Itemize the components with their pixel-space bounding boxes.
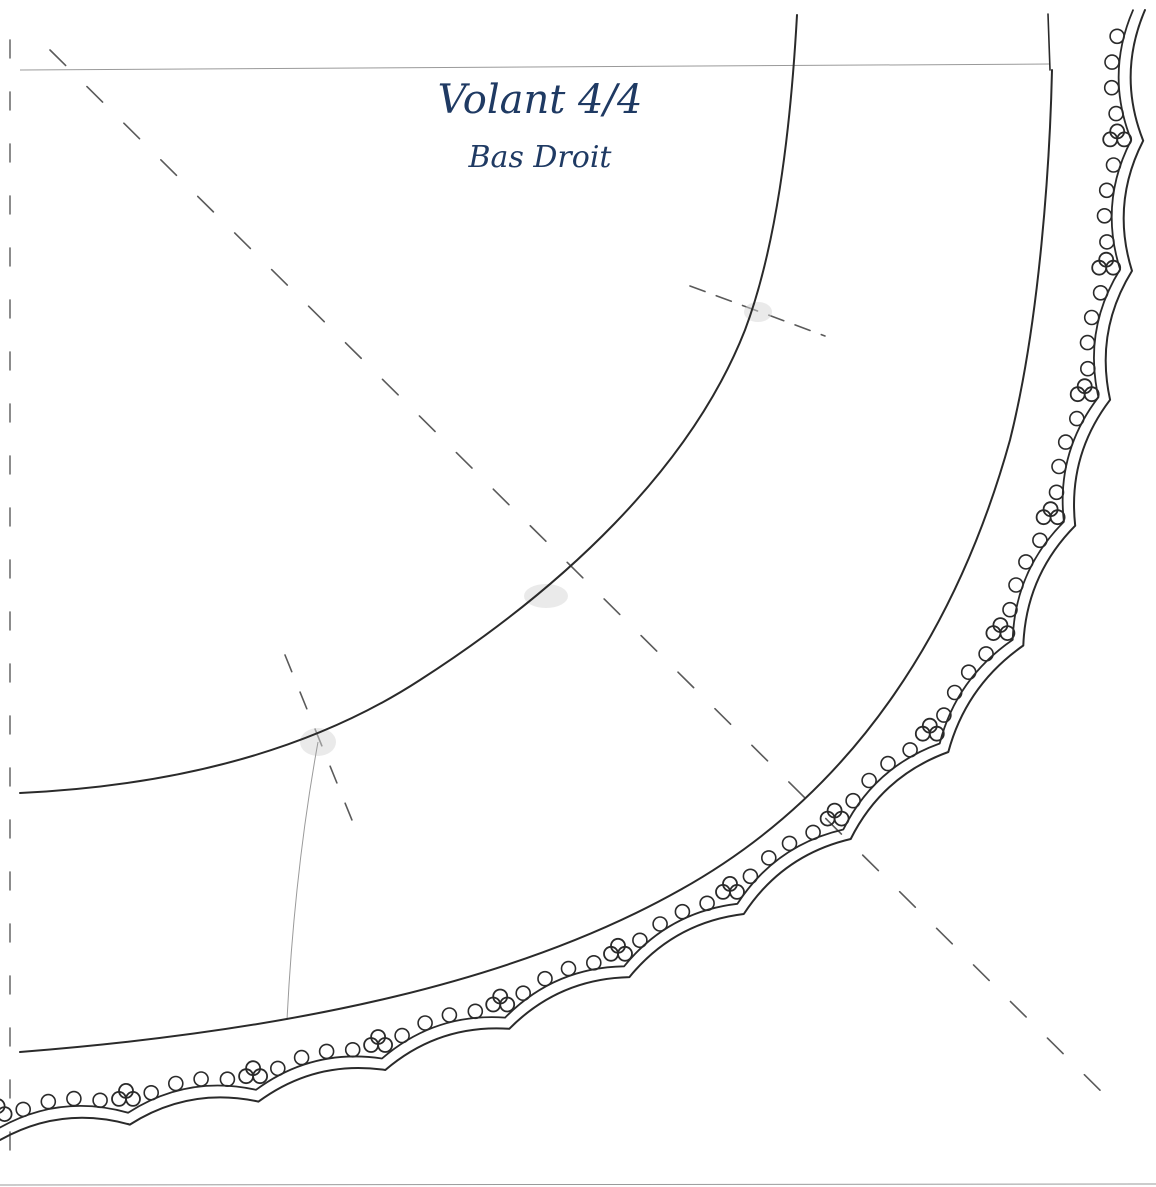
picot-loop (1108, 105, 1124, 122)
inner-arc (19, 14, 798, 794)
picot-loop (936, 707, 952, 723)
picot-loop (805, 824, 821, 841)
picot-loop (861, 772, 877, 789)
trefoil-loop (1042, 501, 1059, 518)
title-block: Volant 4/4 Bas Droit (330, 74, 750, 180)
picot-loop (1080, 360, 1096, 377)
picot-loop (1109, 28, 1125, 45)
picot-loop (537, 970, 553, 987)
trefoil-loop (921, 717, 938, 734)
picot-loop (1083, 309, 1100, 326)
picot-loop (1098, 182, 1115, 199)
picot-loop (92, 1092, 108, 1109)
picot-loop (394, 1027, 410, 1044)
picot-loop (193, 1071, 209, 1087)
picot-loop (344, 1042, 361, 1058)
picot-loop (293, 1049, 310, 1066)
picot-loop (560, 960, 577, 977)
picot-loop (742, 868, 759, 885)
trefoil-loop (722, 876, 738, 892)
picot-loop (515, 985, 532, 1002)
trefoil-loop (1109, 123, 1126, 140)
picot-loop (1096, 208, 1113, 224)
scalloped-lace-edge (0, 9, 1146, 1141)
picot-loop (1032, 532, 1048, 549)
picot-loop (66, 1090, 82, 1107)
picot-loop (946, 684, 963, 701)
picot-loop (219, 1071, 236, 1087)
picot-loop (760, 850, 777, 866)
picot-loop (632, 932, 648, 949)
picot-loop (40, 1093, 57, 1110)
picot-loop (1051, 458, 1067, 475)
picot-loop (269, 1060, 286, 1077)
top-edge-line (19, 63, 1051, 71)
diagonal-fold-line (49, 49, 1121, 1111)
trefoil-loop (826, 802, 843, 819)
picot-loop (880, 755, 896, 772)
trefoil-loop (118, 1083, 134, 1099)
bottom-edge-line (0, 1183, 1156, 1186)
picot-loop (1018, 554, 1034, 570)
picot-loop (1079, 334, 1096, 351)
picot-loop (674, 903, 691, 920)
trefoil-loop (1076, 378, 1093, 395)
trefoil-loop (992, 617, 1009, 633)
picot-loop (143, 1085, 159, 1101)
scallop-inner-line (0, 9, 1134, 1129)
right-seam-top (1047, 13, 1051, 71)
picot-loop (781, 835, 798, 852)
trefoil-loop (492, 988, 509, 1005)
picot-loop (1002, 601, 1018, 618)
straight-grain-line (286, 741, 319, 1021)
picot-loop (318, 1043, 335, 1060)
page-subtitle: Bas Droit (468, 140, 612, 175)
trefoil-loop (245, 1060, 262, 1077)
trefoil-loop (610, 937, 626, 954)
trefoil-loop (1098, 251, 1115, 268)
picot-loop (168, 1075, 184, 1092)
trefoil-loop (0, 1098, 6, 1114)
picot-loop (978, 646, 994, 662)
scallop-outer-line (0, 9, 1146, 1141)
picot-loop (1099, 234, 1115, 250)
picot-loop (1104, 54, 1120, 70)
picot-loop (441, 1007, 458, 1023)
picot-loop (845, 792, 861, 809)
picot-loop (1105, 157, 1122, 173)
picot-loop (1048, 484, 1065, 501)
pencil-smudge-mid (524, 584, 568, 608)
picot-loop (699, 895, 715, 912)
picot-loop (417, 1015, 433, 1031)
lace-picots (0, 28, 1133, 1122)
picot-loop (585, 954, 602, 971)
outer-hem-arc (19, 69, 1053, 1053)
pencil-smudge-upper (744, 302, 772, 322)
scalloped-lace-inner-edge (0, 9, 1134, 1129)
picot-loop (15, 1101, 32, 1118)
page-title: Volant 4/4 (437, 77, 643, 123)
picot-loop (960, 664, 977, 681)
picot-loop (1103, 79, 1120, 96)
trefoil-loop (0, 1106, 13, 1122)
picot-loop (467, 1003, 484, 1020)
trefoil-loop (370, 1029, 387, 1045)
picot-loop (1069, 410, 1085, 427)
picot-loop (1092, 284, 1109, 301)
picot-loop (1008, 577, 1024, 593)
picot-loop (1057, 434, 1074, 450)
picot-loop (902, 742, 918, 758)
picot-loop (652, 916, 668, 932)
